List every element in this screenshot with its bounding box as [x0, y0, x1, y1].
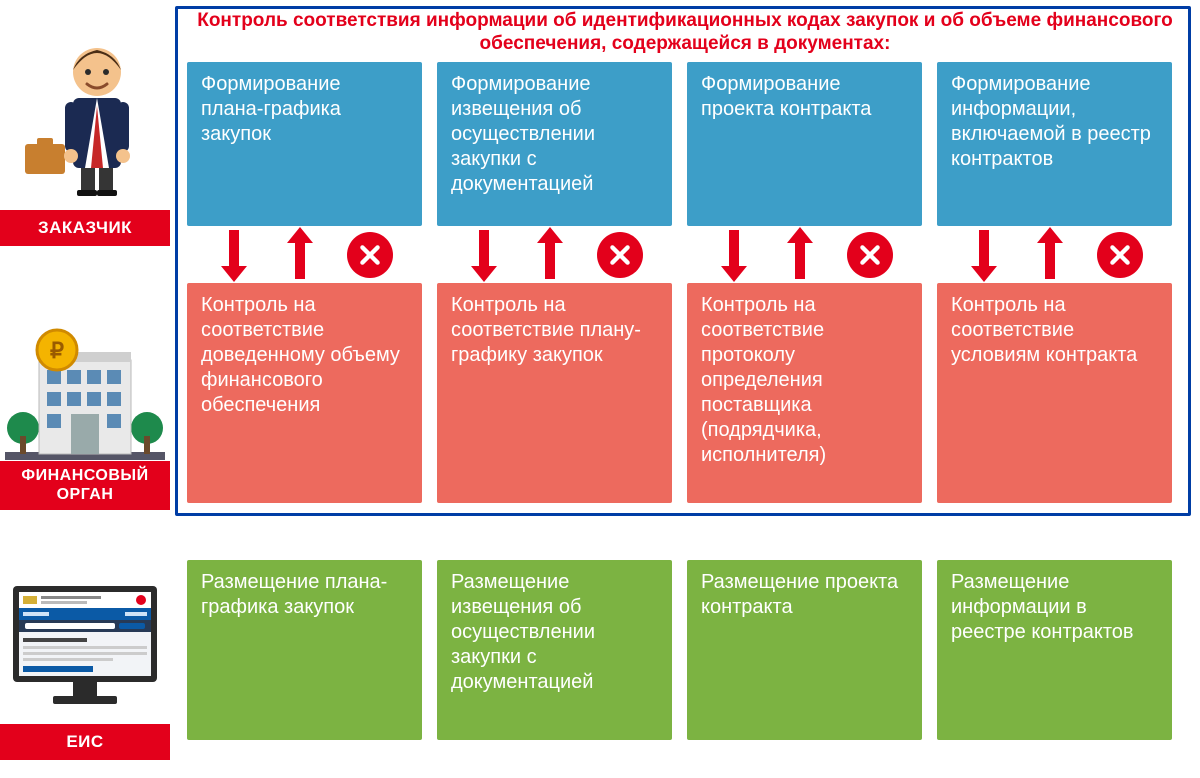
role-customer-label: ЗАКАЗЧИК — [0, 210, 170, 246]
main-grid: Контроль соответствия информации об иден… — [175, 0, 1195, 778]
x-icon — [1097, 232, 1143, 278]
svg-text:₽: ₽ — [50, 338, 64, 363]
stage-blue-4: Формирование информации, включаемой в ре… — [937, 62, 1172, 226]
x-icon — [847, 232, 893, 278]
column-1: Формирование плана-графика закупок Контр… — [187, 0, 422, 114]
role-finance-label: ФИНАНСОВЫЙ ОРГАН — [0, 461, 170, 510]
stage-green-4: Размещение информации в реестре контракт… — [937, 560, 1172, 740]
monitor-icon — [5, 582, 165, 712]
stage-blue-2: Формирование извещения об осуществлении … — [437, 62, 672, 226]
roles-sidebar: ЗАКАЗЧИК — [0, 0, 172, 778]
column-4: Формирование информации, включаемой в ре… — [937, 0, 1172, 114]
stage-red-4: Контроль на соответствие условиям контра… — [937, 283, 1172, 503]
stage-green-3: Размещение проекта контракта — [687, 560, 922, 740]
column-3: Формирование проекта контракта Контроль … — [687, 0, 922, 114]
connector-reject-1 — [187, 226, 422, 283]
stage-blue-1: Формирование плана-графика закупок — [187, 62, 422, 226]
stage-red-2: Контроль на соответствие плану-графику з… — [437, 283, 672, 503]
role-finance: ₽ ФИНАНСОВЫЙ ОРГАН — [0, 310, 170, 510]
connector-reject-3 — [687, 226, 922, 283]
stage-red-1: Контроль на соответствие доведенному объ… — [187, 283, 422, 503]
connector-reject-2 — [437, 226, 672, 283]
businessman-icon — [25, 36, 145, 196]
x-icon — [347, 232, 393, 278]
stage-blue-3: Формирование проекта контракта — [687, 62, 922, 226]
diagram-root: ЗАКАЗЧИК — [0, 0, 1200, 778]
stage-green-1: Размещение плана-графика закупок — [187, 560, 422, 740]
column-2: Формирование извещения об осуществлении … — [437, 0, 672, 114]
stage-red-3: Контроль на соответствие протоколу опред… — [687, 283, 922, 503]
building-icon: ₽ — [5, 310, 165, 460]
stage-green-2: Размещение извещения об осуществлении за… — [437, 560, 672, 740]
x-icon — [597, 232, 643, 278]
role-eis-label: ЕИС — [0, 724, 170, 760]
role-eis: ЕИС — [0, 560, 170, 760]
connector-reject-4 — [937, 226, 1172, 283]
role-customer: ЗАКАЗЧИК — [0, 36, 170, 246]
